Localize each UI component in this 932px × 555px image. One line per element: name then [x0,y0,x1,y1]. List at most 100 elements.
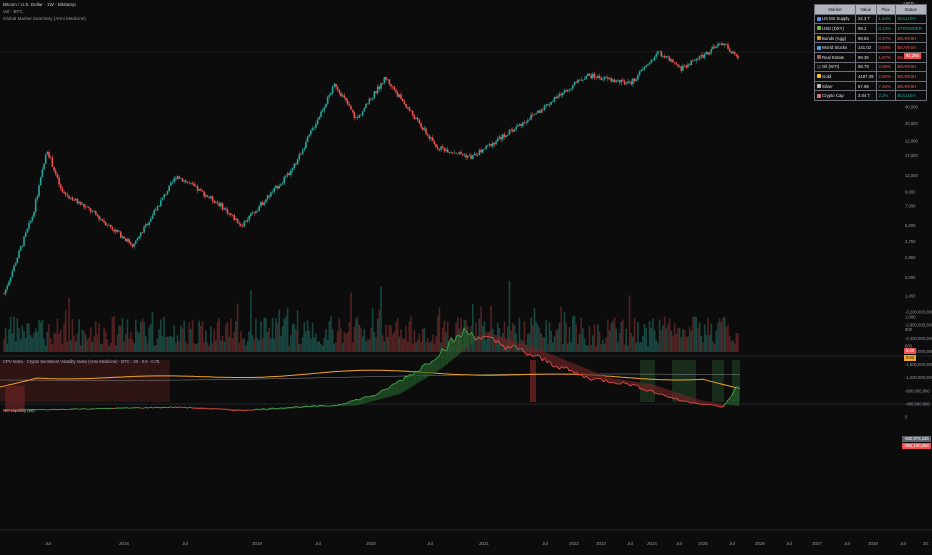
volume-bar [595,346,597,352]
candle-body [342,95,344,96]
candle-body [487,145,489,146]
volume-bar [714,344,716,352]
market-flux: 0.84% [876,43,895,53]
candle-body [445,150,447,151]
volume-bar [404,339,406,352]
candle-body [177,176,179,179]
volume-bar [43,339,45,352]
volume-bar [37,332,39,352]
volume-bar [604,344,606,352]
volume-bar [90,327,92,352]
candle-body [674,62,676,63]
volume-bar [48,324,50,352]
candle-body [25,233,27,237]
candle-body [474,154,476,155]
candle-body [70,198,72,199]
candle-body [615,80,617,82]
candle-body [48,152,50,157]
volume-bar [17,318,19,352]
volume-bar [552,343,554,352]
candle-body [3,294,5,295]
market-status: BEARISH [895,81,926,91]
candle-body [577,80,579,83]
candle-body [195,186,197,187]
volume-bar [132,339,134,352]
candle-body [407,107,409,108]
volume-bar [390,325,392,352]
volume-bar [293,324,295,352]
volume-bar [143,322,145,352]
volume-bar [147,343,149,352]
volume-bar [472,304,474,352]
volume-bar [247,341,249,352]
volume-bar [634,318,636,352]
candle-body [659,51,661,52]
candle-body [654,57,656,60]
volume-bar [402,338,404,352]
candle-body [12,271,14,277]
candle-body [130,243,132,245]
market-status-text: BEARISH [898,64,917,69]
candle-body [690,60,692,65]
market-status: BEARISH [895,72,926,82]
candle-body [210,196,212,198]
volume-bar [100,343,102,352]
volume-bar [654,330,656,352]
market-value: 57.98 [856,81,877,91]
volume-bar [699,322,701,352]
candle-body [555,97,557,98]
candle-body [153,210,155,215]
candle-body [522,122,524,126]
volume-bar [622,319,624,352]
volume-bar [609,330,611,352]
volume-bar [409,321,411,352]
candle-body [22,246,24,247]
candle-body [721,43,723,44]
candle-body [655,54,657,57]
flag-icon [817,17,821,21]
candle-body [82,204,84,205]
candle-body [475,154,477,155]
candle-body [267,195,269,199]
candle-body [173,178,175,182]
volume-bar [123,342,125,352]
candle-body [135,241,137,244]
candle-body [23,237,25,246]
candle-body [182,178,184,181]
candle-body [325,104,327,107]
candle-body [237,219,239,223]
volume-bar [177,335,179,352]
volume-bar [437,316,439,352]
volume-bar [125,334,127,352]
volume-bar [592,335,594,352]
indicator-label: Global Market Summary (Armi Medicine) [3,16,86,21]
candle-body [432,138,434,141]
candle-body [83,204,85,207]
volume-bar [684,330,686,352]
candle-body [490,144,492,146]
market-name-text: USD (DXY) [822,26,844,31]
candle-body [599,76,601,78]
volume-bar [72,319,74,352]
volume-bar [325,329,327,352]
volume-bar [377,319,379,352]
volume-bar [722,318,724,352]
candle-body [589,74,591,75]
candle-body [627,81,629,83]
candle-body [47,152,49,155]
candle-body [175,178,177,179]
candle-body [405,104,407,107]
candle-body [347,101,349,105]
candle-body [235,219,237,220]
candle-body [334,84,336,86]
candle-body [255,211,257,213]
candle-body [620,80,622,83]
market-flux-text: 7.46% [879,84,891,89]
volume-bar [20,339,22,352]
volume-bar [557,329,559,352]
candle-body [147,224,149,225]
column-header: Market [815,5,856,15]
